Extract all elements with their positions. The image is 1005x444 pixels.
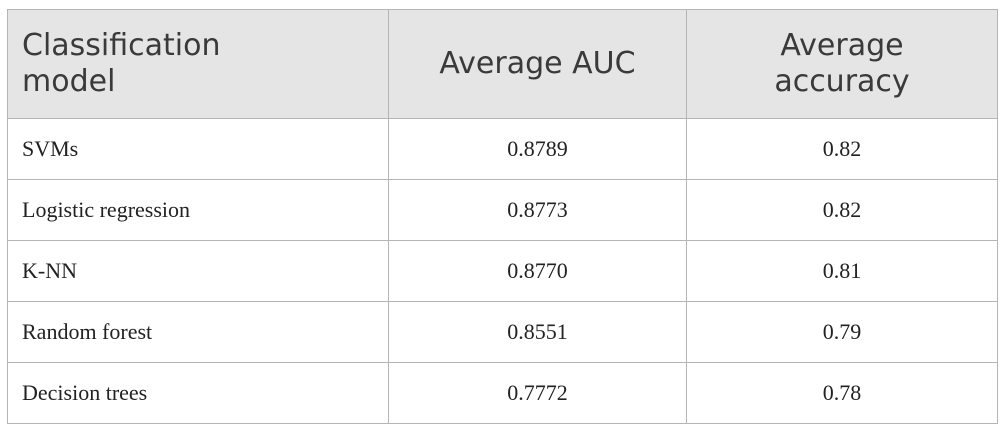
header-text: Average AUC [439,46,636,81]
table-cell: 0.8770 [388,240,687,302]
table-cell: 0.79 [686,301,998,363]
table-cell: SVMs [7,118,389,180]
table-cell: 0.78 [686,362,998,424]
header-text: Classification [22,28,221,63]
table-cell: 0.8773 [388,179,687,241]
header-text: model [22,64,116,99]
table-cell: K-NN [7,240,389,302]
table-row: Decision trees 0.7772 0.78 [7,362,998,424]
header-cell: Average accuracy [686,9,998,119]
table-body: SVMs 0.8789 0.82 Logistic regression 0.8773 0… [7,118,998,424]
table-row: K-NN 0.8770 0.81 [7,240,998,302]
header-cell: Classification model [7,9,389,119]
table-cell: Random forest [7,301,389,363]
header-text: accuracy [774,64,910,99]
header-cell: Average AUC [388,9,687,119]
header-row: Classification model Average AUC Average acc… [7,9,998,119]
table-row: Random forest 0.8551 0.79 [7,301,998,363]
table-cell: 0.82 [686,179,998,241]
table-row: SVMs 0.8789 0.82 [7,118,998,180]
table-row: Logistic regression 0.8773 0.82 [7,179,998,241]
table-cell: 0.7772 [388,362,687,424]
table-cell: Decision trees [7,362,389,424]
table-cell: 0.81 [686,240,998,302]
results-table: Classification model Average AUC Average acc… [7,9,998,424]
table-cell: Logistic regression [7,179,389,241]
table-cell: 0.82 [686,118,998,180]
table-cell: 0.8551 [388,301,687,363]
header-text: Average [780,28,904,63]
table-cell: 0.8789 [388,118,687,180]
